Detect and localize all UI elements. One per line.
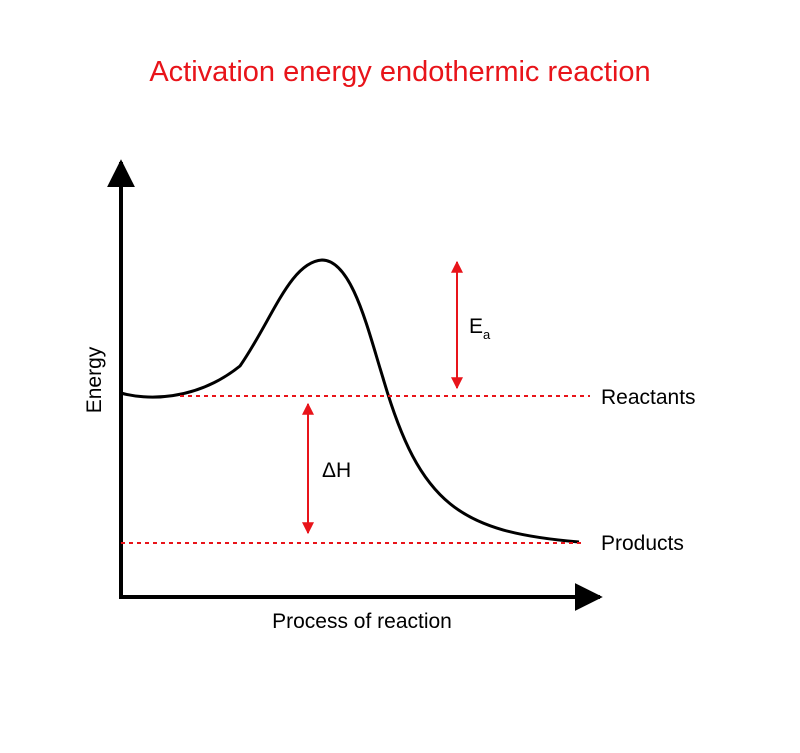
- products-label: Products: [601, 532, 684, 555]
- activation-energy-subscript: a: [483, 327, 491, 342]
- reactants-label: Reactants: [601, 386, 696, 409]
- activation-energy-label: Ea: [469, 315, 491, 342]
- enthalpy-change-label: ΔH: [322, 459, 351, 482]
- diagram-title: Activation energy endothermic reaction: [149, 56, 650, 88]
- reaction-energy-curve: [120, 258, 580, 544]
- x-axis-label: Process of reaction: [272, 610, 452, 633]
- y-axis-label: Energy: [83, 346, 106, 413]
- activation-energy-letter: E: [469, 315, 483, 338]
